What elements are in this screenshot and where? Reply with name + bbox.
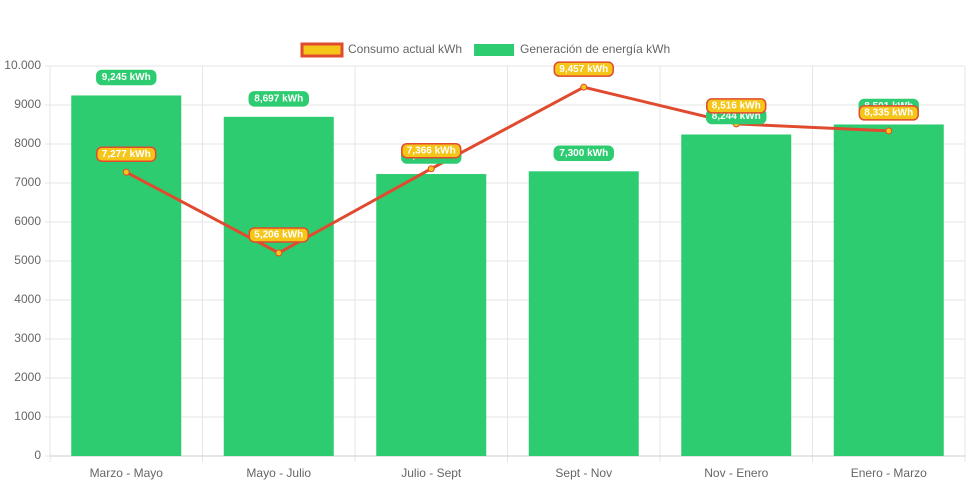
bar xyxy=(833,124,944,456)
data-label-text: 9,245 kWh xyxy=(102,72,151,83)
data-label: 8,697 kWh xyxy=(248,91,309,107)
data-label-text: 8,244 kWh xyxy=(712,111,761,122)
y-tick-label: 2000 xyxy=(14,370,41,384)
bar xyxy=(376,174,487,456)
data-label-text: 8,335 kWh xyxy=(864,108,913,119)
badge xyxy=(858,105,919,121)
data-label-text: 5,206 kWh xyxy=(254,230,303,241)
x-tick-label: Enero - Marzo xyxy=(851,466,927,480)
data-label: 8,335 kWh xyxy=(858,105,919,121)
data-label-text: 7,366 kWh xyxy=(407,145,456,156)
legend-label: Generación de energía kWh xyxy=(520,42,670,56)
badge xyxy=(248,91,309,107)
data-label: 8,516 kWh xyxy=(706,98,767,114)
bar xyxy=(223,116,334,456)
y-tick-label: 6000 xyxy=(14,214,41,228)
y-tick-label: 10.000 xyxy=(4,58,41,72)
y-tick-label: 3000 xyxy=(14,331,41,345)
x-tick-label: Nov - Enero xyxy=(704,466,768,480)
line-point xyxy=(275,249,283,257)
data-label: 9,245 kWh xyxy=(96,69,157,86)
data-label-text: 9,457 kWh xyxy=(559,64,608,75)
y-tick-label: 1000 xyxy=(14,409,41,423)
badge xyxy=(248,227,309,243)
y-tick-label: 8000 xyxy=(14,136,41,150)
y-tick-label: 7000 xyxy=(14,175,41,189)
x-tick-label: Sept - Nov xyxy=(555,466,612,480)
badge xyxy=(401,142,462,159)
badge xyxy=(96,146,157,162)
x-tick-label: Marzo - Mayo xyxy=(90,466,164,480)
data-label: 9,457 kWh xyxy=(553,61,614,77)
data-label-text: 7,277 kWh xyxy=(102,149,151,160)
line-point xyxy=(885,127,893,135)
data-label: 7,300 kWh xyxy=(553,145,614,162)
data-label-text: 8,516 kWh xyxy=(712,101,761,112)
data-label: 7,366 kWh xyxy=(401,142,462,159)
badge xyxy=(553,61,614,77)
line-point xyxy=(427,165,435,173)
y-tick-label: 0 xyxy=(34,448,41,462)
legend-swatch xyxy=(300,42,344,58)
bar xyxy=(528,171,639,457)
data-label-text: 8,697 kWh xyxy=(254,93,303,104)
y-tick-label: 5000 xyxy=(14,253,41,267)
y-tick-label: 4000 xyxy=(14,292,41,306)
line-point xyxy=(580,83,588,91)
data-label-text: 7,300 kWh xyxy=(559,148,608,159)
legend-label: Consumo actual kWh xyxy=(348,42,462,56)
y-tick-label: 9000 xyxy=(14,97,41,111)
badge xyxy=(706,98,767,114)
data-label: 7,277 kWh xyxy=(96,146,157,162)
badge xyxy=(553,145,614,162)
badge xyxy=(96,69,157,86)
x-tick-label: Mayo - Julio xyxy=(246,466,311,480)
x-tick-label: Julio - Sept xyxy=(401,466,462,480)
legend-swatch xyxy=(474,44,515,56)
data-label: 5,206 kWh xyxy=(248,227,309,243)
bar xyxy=(681,134,792,456)
line-point xyxy=(122,168,130,176)
